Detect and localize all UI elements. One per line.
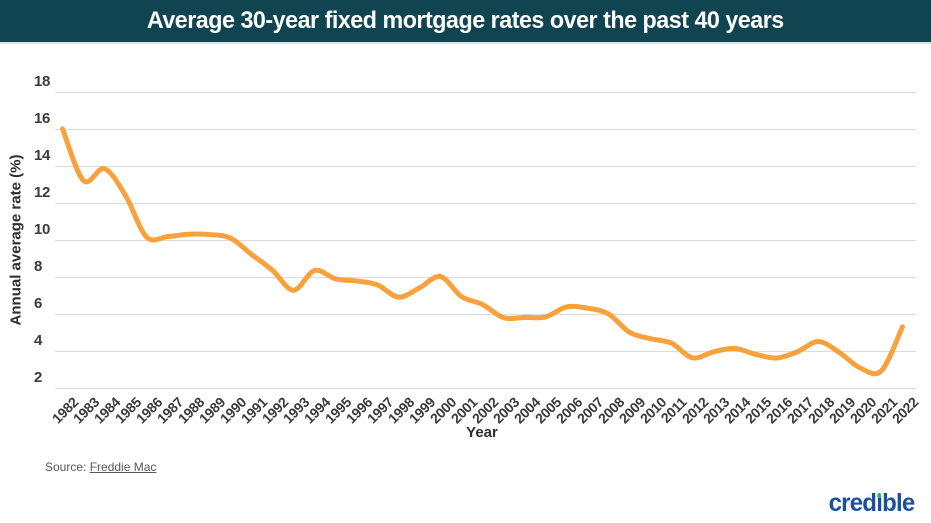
y-tick-label: 4	[34, 331, 43, 349]
y-tick-label: 8	[34, 257, 43, 275]
y-tick-label: 14	[34, 146, 51, 164]
logo-text-start: cred	[828, 489, 876, 517]
credible-logo: credı ble	[828, 489, 915, 518]
y-axis-title: Annual average rate (%)	[7, 154, 25, 326]
logo-text-end: ble	[881, 489, 915, 517]
y-tick-label: 10	[34, 220, 51, 238]
mortgage-rate-line	[60, 126, 905, 377]
y-tick-label: 2	[34, 368, 43, 386]
chart-title-bar: Average 30-year fixed mortgage rates ove…	[0, 0, 931, 44]
logo-i-char: ı	[875, 489, 883, 517]
source-prefix: Source:	[45, 460, 87, 474]
logo-i-dot	[876, 493, 881, 498]
y-tick-label: 12	[34, 183, 51, 201]
chart-title: Average 30-year fixed mortgage rates ove…	[147, 7, 784, 34]
x-axis-title: Year	[466, 424, 498, 441]
source-note: Source: Freddie Mac	[45, 460, 156, 474]
source-link[interactable]: Freddie Mac	[89, 460, 157, 474]
y-tick-label: 6	[34, 294, 43, 312]
y-tick-label: 18	[34, 72, 51, 90]
y-tick-label: 16	[34, 109, 51, 127]
